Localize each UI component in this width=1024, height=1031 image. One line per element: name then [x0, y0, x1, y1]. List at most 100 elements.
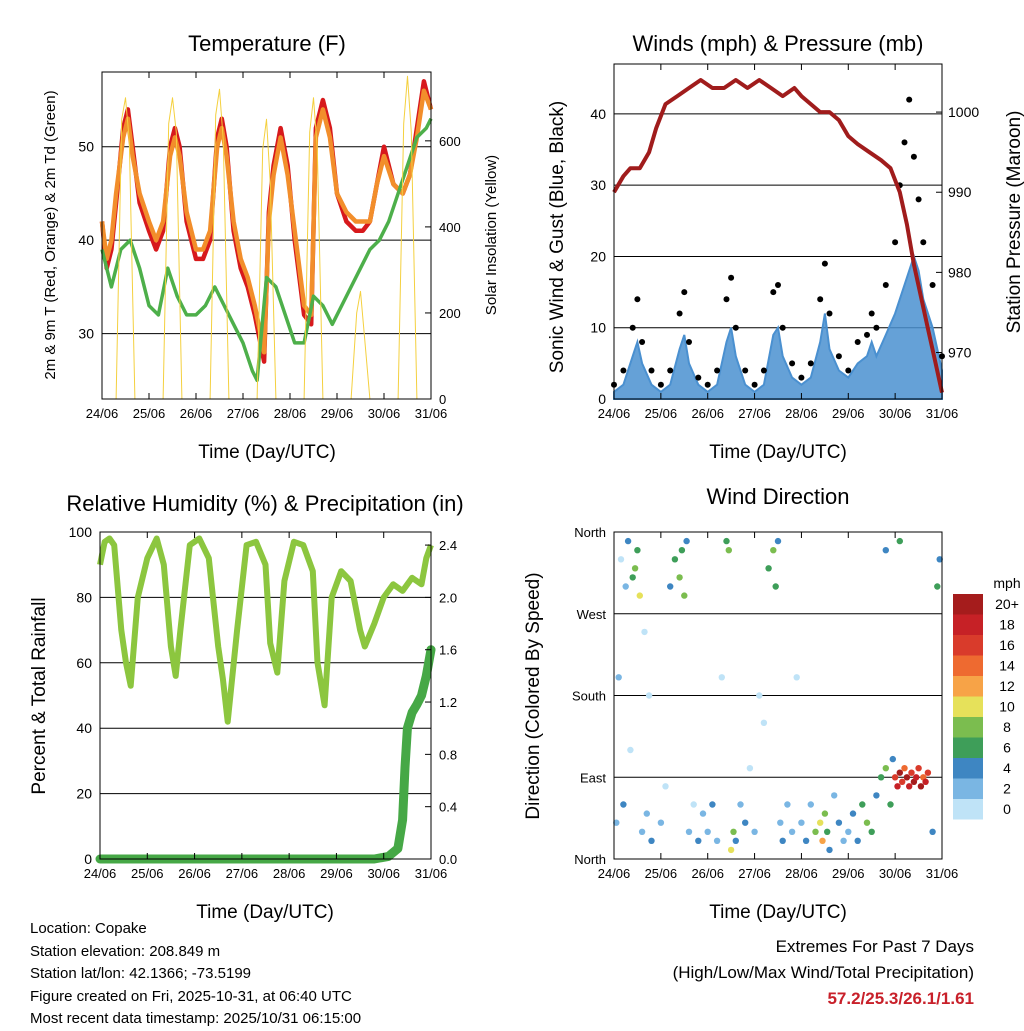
- direction-point: [798, 819, 805, 826]
- y2-tick-label: 200: [439, 306, 461, 321]
- speed-legend-title: mph: [993, 575, 1020, 591]
- x-tick-label: 28/06: [273, 866, 306, 881]
- direction-point: [683, 537, 690, 545]
- y-tick-label: 20: [76, 786, 92, 802]
- gust-point: [681, 289, 688, 296]
- direction-point: [638, 828, 646, 835]
- winds-y2label: Station Pressure (Maroon): [1004, 111, 1024, 334]
- direction-point: [891, 774, 899, 781]
- direction-point: [699, 810, 707, 817]
- direction-point: [788, 828, 796, 835]
- legend-label: 6: [1003, 740, 1011, 756]
- x-tick-label: 29/06: [320, 866, 353, 881]
- x-tick-label: 26/06: [691, 406, 724, 421]
- x-tick-label: 28/06: [274, 406, 307, 421]
- direction-point: [657, 819, 665, 826]
- station-info: Location: Copake Station elevation: 208.…: [30, 918, 361, 1031]
- direction-point: [662, 783, 669, 790]
- x-tick-label: 25/06: [645, 406, 678, 421]
- series-line-station-pressure: [612, 78, 944, 394]
- winds-panel: Winds (mph) & Pressure (mb) 0 10 20 30 40 970…: [547, 31, 1024, 463]
- direction-point: [681, 592, 688, 599]
- direction-point: [889, 755, 896, 763]
- direction-point: [620, 801, 627, 808]
- y2-tick-label: 2.0: [439, 590, 457, 605]
- direction-title: Wind Direction: [706, 484, 849, 509]
- direction-point: [882, 765, 889, 772]
- direction-point: [746, 765, 754, 772]
- series-line-2m-td: [100, 117, 433, 383]
- direction-point: [678, 547, 686, 554]
- legend-swatch: [953, 758, 983, 779]
- direction-point: [831, 792, 838, 799]
- direction-point: [859, 801, 866, 808]
- direction-point: [631, 565, 639, 572]
- direction-point: [894, 783, 901, 790]
- direction-point: [756, 692, 763, 699]
- y2-tick-label: 1000: [948, 104, 979, 120]
- x-tick-label: 31/06: [415, 866, 448, 881]
- legend-swatch: [953, 635, 983, 656]
- x-tick-label: 30/06: [367, 866, 400, 881]
- direction-point: [760, 719, 768, 726]
- gust-point: [639, 339, 646, 345]
- gust-point: [760, 367, 767, 374]
- direction-point: [624, 537, 632, 545]
- direction-point: [903, 774, 911, 781]
- x-tick-label: 25/06: [645, 866, 678, 881]
- direction-point: [936, 556, 943, 563]
- gust-point: [742, 367, 749, 374]
- legend-label: 16: [999, 637, 1015, 653]
- direction-point: [727, 846, 735, 854]
- y-tick-label: 30: [590, 177, 606, 193]
- direction-point: [730, 828, 737, 835]
- gust-point: [835, 353, 842, 360]
- direction-point: [887, 801, 894, 808]
- direction-point: [709, 801, 716, 808]
- direction-point: [613, 819, 620, 826]
- direction-point: [845, 828, 852, 835]
- direction-point: [676, 574, 683, 581]
- direction-point: [718, 674, 725, 681]
- direction-point: [934, 583, 941, 590]
- direction-point: [840, 837, 847, 844]
- temperature-ticks: 30 40 50 0 200 400 600 24/06 25/06 26/06 27/06 28/0…: [78, 72, 461, 421]
- station-location: Location: Copake: [30, 920, 147, 937]
- gust-point: [789, 360, 796, 367]
- gust-point: [728, 274, 735, 281]
- winds-gridlines: [614, 113, 942, 329]
- direction-point: [915, 765, 922, 772]
- temperature-panel: Temperature (F) 30 40 50 0 200 400 600 24/06 25/…: [42, 31, 500, 463]
- y-tick-label: 20: [590, 248, 606, 264]
- x-tick-label: 27/06: [227, 406, 260, 421]
- legend-label: 2: [1003, 781, 1011, 797]
- direction-point: [765, 565, 772, 572]
- y-tick-label: 40: [78, 232, 94, 248]
- direction-point: [774, 537, 782, 545]
- direction-point: [901, 765, 908, 772]
- x-tick-label: 26/06: [691, 866, 724, 881]
- gust-point: [751, 381, 758, 388]
- direction-point: [732, 837, 739, 844]
- gust-point: [882, 282, 889, 288]
- direction-point: [913, 774, 920, 781]
- legend-swatch: [953, 696, 983, 717]
- gust-point: [657, 381, 664, 388]
- direction-point: [629, 574, 636, 581]
- legend-label: 4: [1003, 760, 1011, 776]
- direction-point: [924, 769, 932, 776]
- series-line-relative-humidity: [97, 535, 434, 725]
- direction-point: [772, 583, 779, 590]
- direction-point: [817, 819, 824, 826]
- x-tick-label: 30/06: [879, 866, 912, 881]
- y2-tick-label: 0: [439, 392, 446, 407]
- gust-point: [845, 367, 852, 374]
- gust-point: [798, 374, 805, 381]
- x-tick-label: 28/06: [785, 406, 818, 421]
- x-tick-label: 27/06: [738, 406, 771, 421]
- legend-label: 10: [999, 699, 1015, 715]
- gust-point: [648, 367, 655, 374]
- legend-label: 18: [999, 617, 1015, 633]
- extremes-subheading: (High/Low/Max Wind/Total Precipitation): [672, 963, 974, 982]
